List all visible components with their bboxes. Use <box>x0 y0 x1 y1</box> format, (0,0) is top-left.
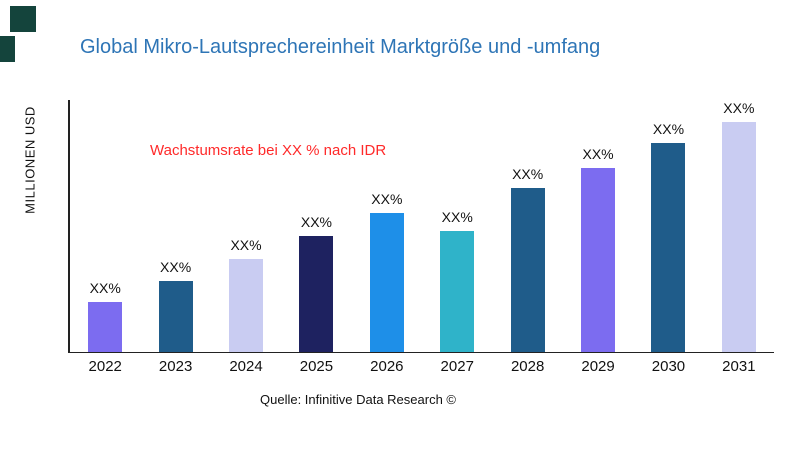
bar <box>158 281 193 352</box>
bar-column: XX% <box>70 100 140 352</box>
bar-value-label: XX% <box>371 191 403 207</box>
x-axis-line <box>68 351 774 353</box>
x-tick-label: 2023 <box>158 358 193 375</box>
bar-column: XX% <box>422 100 492 352</box>
x-tick-label: 2025 <box>299 358 334 375</box>
decor-square-top-left <box>10 6 36 32</box>
bar <box>510 188 545 352</box>
x-tick-label: 2022 <box>88 358 122 375</box>
bar-value-label: XX% <box>652 121 685 137</box>
bar-value-label: XX% <box>582 146 614 162</box>
bar-value-label: XX% <box>300 214 332 230</box>
y-axis-label: MILLIONEN USD <box>22 106 38 214</box>
x-tick-label: 2031 <box>722 358 756 375</box>
bar-value-label: XX% <box>160 259 192 275</box>
bar <box>581 168 616 352</box>
plot-area: XX% XX% XX% XX% XX% XX% XX% XX% XX% XX% <box>68 100 774 353</box>
source-text: Quelle: Infinitive Data Research © <box>259 392 457 407</box>
bar-value-label: XX% <box>441 209 473 225</box>
bar-value-label: XX% <box>512 166 544 182</box>
decor-square-left-edge <box>0 36 15 62</box>
x-tick-label: 2024 <box>229 358 263 375</box>
growth-rate-annotation: Wachstumsrate bei XX % nach IDR <box>150 142 387 159</box>
bar-column: XX% <box>352 100 422 352</box>
bar-value-label: XX% <box>230 237 262 253</box>
bar <box>299 236 334 352</box>
bar <box>88 302 123 352</box>
bar-column: XX% <box>704 100 774 352</box>
bar-column: XX% <box>211 100 281 352</box>
bars-container: XX% XX% XX% XX% XX% XX% XX% XX% XX% XX% <box>70 100 774 352</box>
bar <box>651 143 686 352</box>
bar <box>229 259 264 352</box>
bar-column: XX% <box>563 100 633 352</box>
bar <box>440 231 475 352</box>
bar <box>721 122 756 352</box>
bar-column: XX% <box>140 100 210 352</box>
x-axis-ticks: 2022 2023 2024 2025 2026 2027 2028 2029 2030 2031 <box>70 358 774 375</box>
bar-column: XX% <box>633 100 703 352</box>
bar-value-label: XX% <box>89 280 121 296</box>
x-tick-label: 2029 <box>581 358 615 375</box>
bar-column: XX% <box>281 100 351 352</box>
bar-column: XX% <box>492 100 562 352</box>
bar <box>369 213 404 352</box>
chart-title: Global Mikro-Lautsprechereinheit Marktgr… <box>80 36 601 58</box>
x-tick-label: 2026 <box>370 358 404 375</box>
bar-value-label: XX% <box>723 100 755 116</box>
y-axis-line <box>68 100 70 352</box>
x-tick-label: 2030 <box>651 358 686 375</box>
x-tick-label: 2027 <box>440 358 474 375</box>
x-tick-label: 2028 <box>510 358 545 375</box>
